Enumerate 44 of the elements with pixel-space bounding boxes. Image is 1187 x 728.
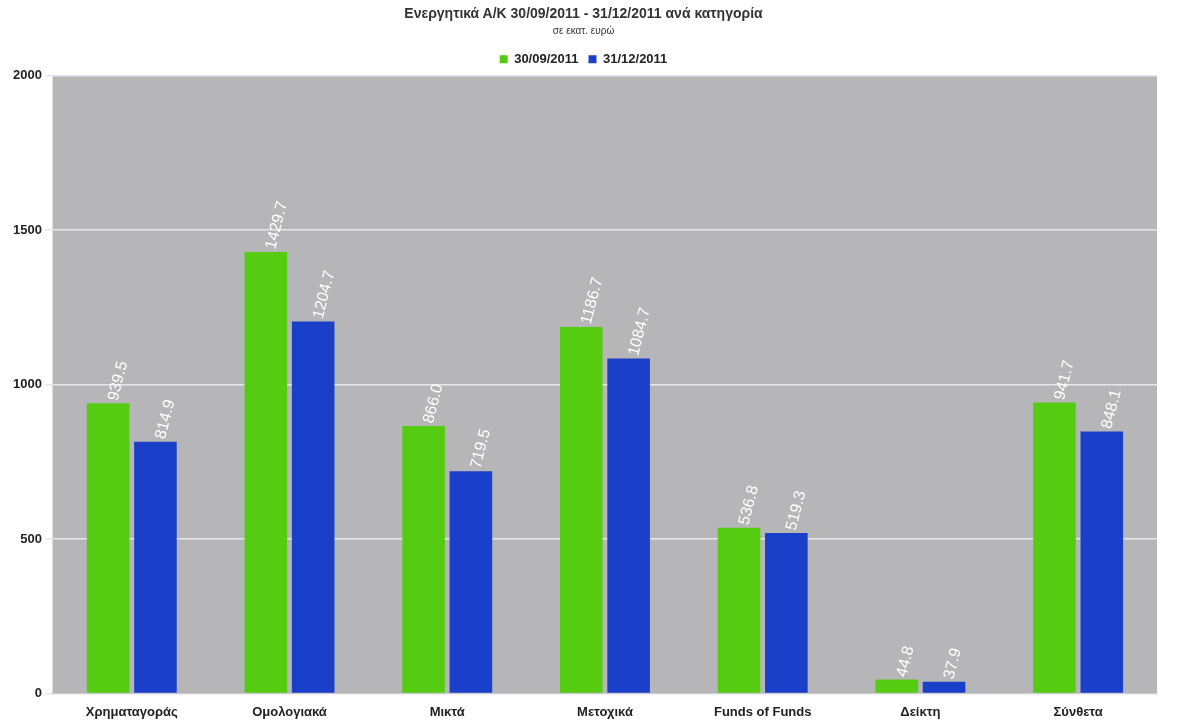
data-label: 1429.7 <box>261 199 291 251</box>
bar <box>1080 431 1124 693</box>
x-tick-label: Μετοχικά <box>577 703 633 719</box>
data-label: 848.1 <box>1097 387 1124 431</box>
x-tick-label: Χρηματαγοράς <box>85 703 179 719</box>
x-tick-label: Δείκτη <box>900 703 941 719</box>
data-label: 44.8 <box>892 643 917 679</box>
data-label: 814.9 <box>151 397 178 441</box>
bar <box>560 326 603 693</box>
bar <box>449 471 493 693</box>
y-tick-label: 0 <box>34 684 42 700</box>
y-tick-label: 500 <box>20 530 42 546</box>
data-label: 1186.7 <box>577 275 606 326</box>
x-tick-label: Σύνθετα <box>1053 703 1103 719</box>
bar <box>402 425 445 693</box>
data-label: 1204.7 <box>308 268 338 321</box>
bar <box>244 251 288 693</box>
bar <box>1033 402 1076 693</box>
bar <box>765 533 808 693</box>
chart-subtitle: σε εκατ. ευρώ <box>552 24 615 36</box>
bar <box>922 681 966 693</box>
legend-label: 31/12/2011 <box>603 50 668 66</box>
y-tick-label: 1000 <box>13 376 42 392</box>
bar <box>875 679 919 693</box>
chart-title: Ενεργητικά Α/Κ 30/09/2011 - 31/12/2011 ανά κατηγορία <box>404 5 764 22</box>
x-tick-label: Ομολογιακά <box>252 703 327 719</box>
data-label: 866.0 <box>419 381 446 425</box>
bar <box>291 321 335 693</box>
y-tick-label: 2000 <box>13 67 42 83</box>
data-label: 941.7 <box>1050 358 1077 402</box>
x-tick-label: Μικτά <box>429 703 465 719</box>
bar <box>607 358 650 693</box>
data-label: 536.8 <box>734 483 762 527</box>
data-label: 37.9 <box>939 646 965 681</box>
legend-label: 30/09/2011 <box>514 50 579 66</box>
x-tick-label: Funds of Funds <box>713 703 812 719</box>
data-label: 1084.7 <box>624 305 653 358</box>
bar <box>717 527 761 693</box>
data-label: 519.3 <box>782 488 809 532</box>
bar <box>86 403 130 693</box>
data-label: 939.5 <box>103 359 131 403</box>
y-tick-label: 1500 <box>13 221 42 237</box>
bar <box>134 441 177 693</box>
data-label: 719.5 <box>466 426 494 471</box>
